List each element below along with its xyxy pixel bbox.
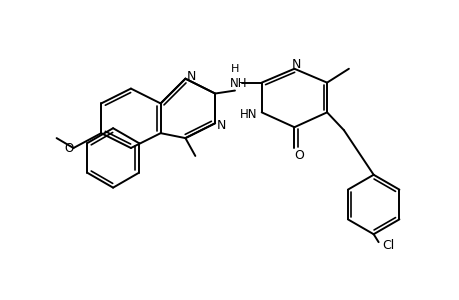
Text: O: O: [294, 149, 303, 162]
Text: N: N: [216, 119, 225, 132]
Text: N: N: [291, 58, 300, 71]
Text: NH: NH: [230, 77, 247, 90]
Text: O: O: [65, 142, 74, 154]
Text: HN: HN: [240, 108, 257, 121]
Text: H: H: [230, 64, 239, 74]
Text: Cl: Cl: [381, 238, 394, 252]
Text: N: N: [186, 70, 196, 83]
